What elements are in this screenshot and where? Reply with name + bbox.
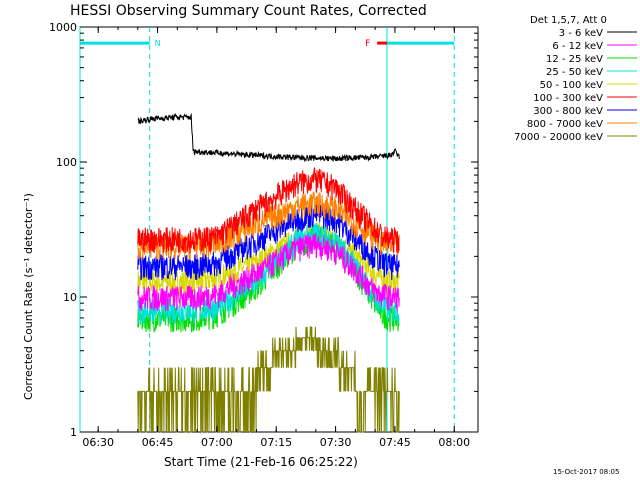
chart-title: HESSI Observing Summary Count Rates, Cor…: [70, 3, 427, 19]
plot-frame: [79, 26, 479, 433]
night-label: N: [155, 39, 161, 48]
y-tick-label: 1000: [49, 21, 77, 34]
series-line: [137, 202, 400, 281]
series-line: [137, 167, 400, 254]
legend-entry-label: 25 - 50 keV: [546, 67, 603, 78]
legend-entry-label: 3 - 6 keV: [559, 28, 603, 39]
x-tick-label: 07:15: [260, 436, 292, 449]
footer-timestamp: 15-Oct-2017 08:05: [553, 468, 619, 476]
y-tick-label: 100: [56, 156, 77, 169]
flare-label: F: [365, 39, 370, 49]
x-tick-label: 06:45: [142, 436, 174, 449]
y-tick-label: 1: [70, 426, 77, 439]
legend-entry-label: 7000 - 20000 keV: [514, 132, 603, 143]
x-tick-label: 07:45: [379, 436, 411, 449]
series-line: [137, 112, 400, 163]
x-axis-label: Start Time (21-Feb-16 06:25:22): [164, 455, 358, 469]
x-tick-label: 07:00: [201, 436, 233, 449]
legend-entry-label: 12 - 25 keV: [546, 54, 603, 65]
y-tick-label: 10: [63, 291, 77, 304]
y-axis-label: Corrected Count Rate (s⁻¹ detector⁻¹): [22, 193, 35, 400]
legend-entry-label: 800 - 7000 keV: [527, 119, 603, 130]
series-line: [137, 326, 400, 433]
legend-entry-label: 300 - 800 keV: [533, 106, 603, 117]
legend-entry-label: 100 - 300 keV: [533, 93, 603, 104]
x-tick-label: 07:30: [320, 436, 352, 449]
x-tick-label: 08:00: [438, 436, 470, 449]
legend-entry-label: 6 - 12 keV: [552, 41, 603, 52]
x-tick-label: 06:30: [82, 436, 114, 449]
legend-entry-label: 50 - 100 keV: [540, 80, 604, 91]
series-line: [137, 233, 400, 313]
legend-header: Det 1,5,7, Att 0: [530, 15, 607, 26]
series-line: [137, 222, 400, 297]
